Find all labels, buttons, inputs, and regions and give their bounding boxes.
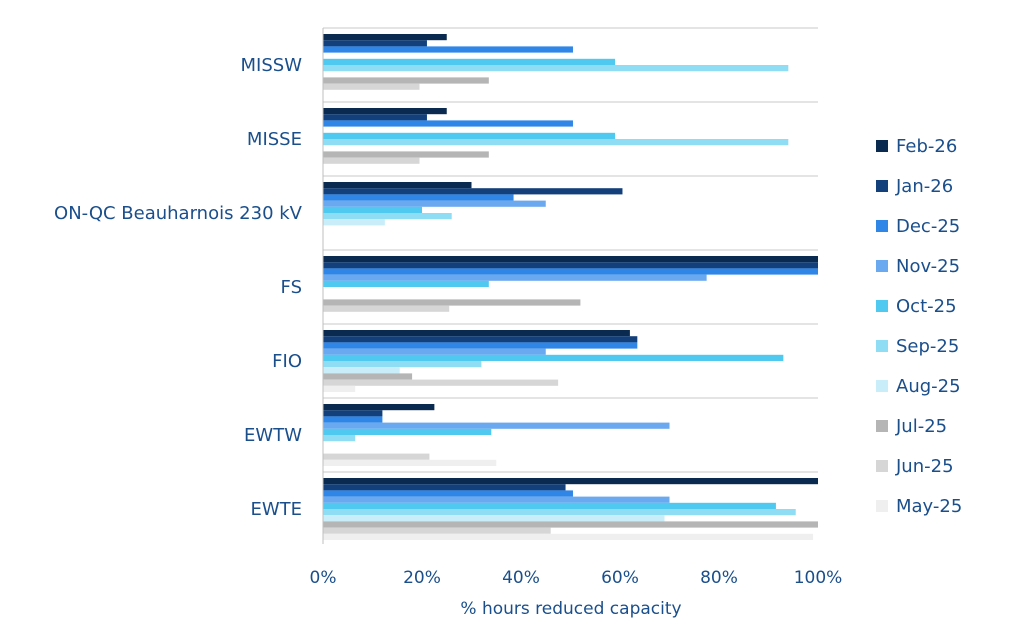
legend-label: May-25 [896,496,962,517]
legend-swatch [876,340,888,352]
bar-jan-26-ewtw [323,410,383,417]
legend-swatch [876,380,888,392]
category-label: MISSE [247,129,302,150]
bar-feb-26-misse [323,108,447,115]
bar-nov-25-ewte [323,496,670,503]
bar-jun-25-fio [323,379,559,386]
legend-swatch [876,460,888,472]
bar-oct-25-fs [323,280,489,287]
legend-swatch [876,140,888,152]
bar-nov-25-ewtw [323,422,670,429]
bar-oct-25-fio [323,354,784,361]
bar-jun-25-ewtw [323,453,430,460]
bar-jun-25-misse [323,157,420,164]
bar-sep-25-ewtw [323,435,356,442]
bar-may-25-fio [323,385,356,392]
bar-jul-25-ewte [323,521,818,528]
bar-jan-26-fio [323,336,638,343]
bar-dec-25-fio [323,342,638,349]
x-tick-label: 40% [502,568,540,588]
bar-aug-25-ewte [323,515,665,522]
bar-sep-25-on-qc-beauharnois-230-kv [323,213,452,220]
bar-may-25-ewte [323,533,814,540]
category-labels: MISSW MISSE ON-QC Beauharnois 230 kV FS FIO E… [54,55,303,520]
x-tick-label: 80% [700,568,738,588]
legend-swatch [876,300,888,312]
bar-jun-25-fs [323,305,450,312]
bar-nov-25-fs [323,274,707,281]
bar-jan-26-misse [323,114,427,121]
legend-swatch [876,180,888,192]
bar-aug-25-fio [323,367,400,374]
category-label: EWTE [250,499,302,520]
bar-sep-25-missw [323,65,789,72]
legend-swatch [876,220,888,232]
bar-sep-25-misse [323,139,789,146]
bar-sep-25-ewte [323,509,796,516]
bar-feb-26-on-qc-beauharnois-230-kv [323,182,472,189]
bar-jul-25-misse [323,151,489,158]
legend-label: Oct-25 [896,296,957,317]
x-axis-title: % hours reduced capacity [460,599,681,619]
bar-aug-25-on-qc-beauharnois-230-kv [323,219,385,226]
bar-feb-26-missw [323,34,447,41]
bar-nov-25-fio [323,348,546,355]
category-label: ON-QC Beauharnois 230 kV [54,203,303,224]
bars [323,34,818,540]
legend: Feb-26 Jan-26 Dec-25 Nov-25 Oct-25 Sep-25 Aug-… [876,136,962,517]
category-label: FIO [272,351,302,372]
x-tick-label: 60% [601,568,639,588]
x-tick-label: 20% [403,568,441,588]
category-label: FS [281,277,302,298]
bar-may-25-ewtw [323,459,497,466]
legend-label: Jul-25 [895,416,947,437]
bar-feb-26-fio [323,330,630,337]
bar-dec-25-missw [323,46,573,53]
legend-label: Sep-25 [896,336,959,357]
legend-label: Feb-26 [896,136,957,157]
bar-feb-26-ewte [323,478,818,485]
legend-swatch [876,420,888,432]
bar-dec-25-ewtw [323,416,383,423]
legend-label: Dec-25 [896,216,960,237]
bar-sep-25-fio [323,361,482,368]
bar-feb-26-ewtw [323,404,435,411]
bar-jun-25-ewte [323,527,551,534]
bar-oct-25-on-qc-beauharnois-230-kv [323,206,422,213]
category-label: EWTW [244,425,302,446]
group-separators [323,27,818,473]
bar-oct-25-misse [323,132,616,139]
bar-oct-25-ewte [323,502,776,509]
bar-jan-26-fs [323,262,818,269]
bar-oct-25-missw [323,58,616,65]
legend-swatch [876,500,888,512]
legend-label: Jun-25 [895,456,954,477]
x-tick-label: 100% [794,568,843,588]
bar-dec-25-on-qc-beauharnois-230-kv [323,194,514,201]
legend-label: Aug-25 [896,376,961,397]
bar-jan-26-on-qc-beauharnois-230-kv [323,188,623,195]
bar-nov-25-on-qc-beauharnois-230-kv [323,200,546,207]
bar-jun-25-missw [323,83,420,90]
bar-feb-26-fs [323,256,818,263]
legend-label: Jan-26 [895,176,953,197]
bar-dec-25-ewte [323,490,573,497]
legend-swatch [876,260,888,272]
bar-oct-25-ewtw [323,428,492,435]
category-label: MISSW [241,55,303,76]
bar-jul-25-missw [323,77,489,84]
bar-jul-25-fs [323,299,581,306]
legend-label: Nov-25 [896,256,960,277]
x-tick-label: 0% [310,568,337,588]
bar-dec-25-misse [323,120,573,127]
bar-jan-26-ewte [323,484,566,491]
bar-jan-26-missw [323,40,427,47]
bar-jul-25-fio [323,373,413,380]
bar-dec-25-fs [323,268,818,275]
x-tick-labels: 0% 20% 40% 60% 80% 100% [310,568,843,588]
